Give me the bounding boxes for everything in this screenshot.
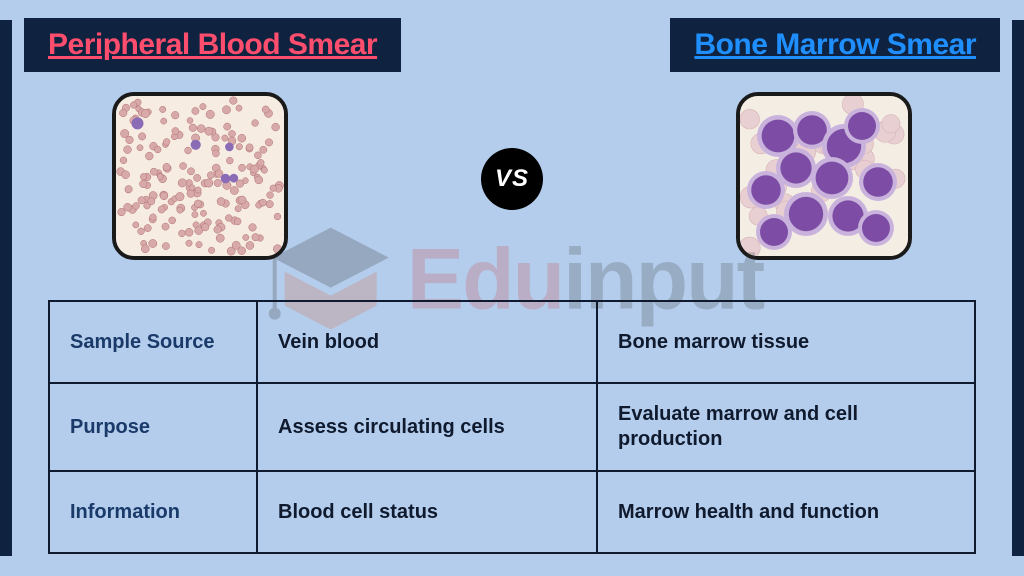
row-value-left: Vein blood: [257, 301, 597, 383]
row-value-left: Assess circulating cells: [257, 383, 597, 471]
row-value-right: Bone marrow tissue: [597, 301, 975, 383]
row-label: Sample Source: [49, 301, 257, 383]
vs-badge: VS: [481, 148, 543, 210]
image-bone-marrow-smear: [736, 92, 912, 260]
table-row: Sample SourceVein bloodBone marrow tissu…: [49, 301, 975, 383]
title-right-box: Bone Marrow Smear: [670, 18, 1000, 72]
title-left: Peripheral Blood Smear: [48, 28, 377, 61]
title-right: Bone Marrow Smear: [694, 28, 976, 61]
row-value-right: Marrow health and function: [597, 471, 975, 553]
row-value-left: Blood cell status: [257, 471, 597, 553]
row-label: Purpose: [49, 383, 257, 471]
image-peripheral-blood-smear: [112, 92, 288, 260]
vs-label: VS: [495, 165, 529, 193]
row-label: Information: [49, 471, 257, 553]
micrograph-left-icon: [116, 96, 284, 256]
comparison-table: Sample SourceVein bloodBone marrow tissu…: [48, 300, 976, 554]
micrograph-right-icon: [740, 96, 908, 256]
decor-bar-right: [1012, 20, 1024, 556]
title-left-box: Peripheral Blood Smear: [24, 18, 401, 72]
decor-bar-left: [0, 20, 12, 556]
table-row: InformationBlood cell statusMarrow healt…: [49, 471, 975, 553]
table-row: PurposeAssess circulating cellsEvaluate …: [49, 383, 975, 471]
row-value-right: Evaluate marrow and cell production: [597, 383, 975, 471]
